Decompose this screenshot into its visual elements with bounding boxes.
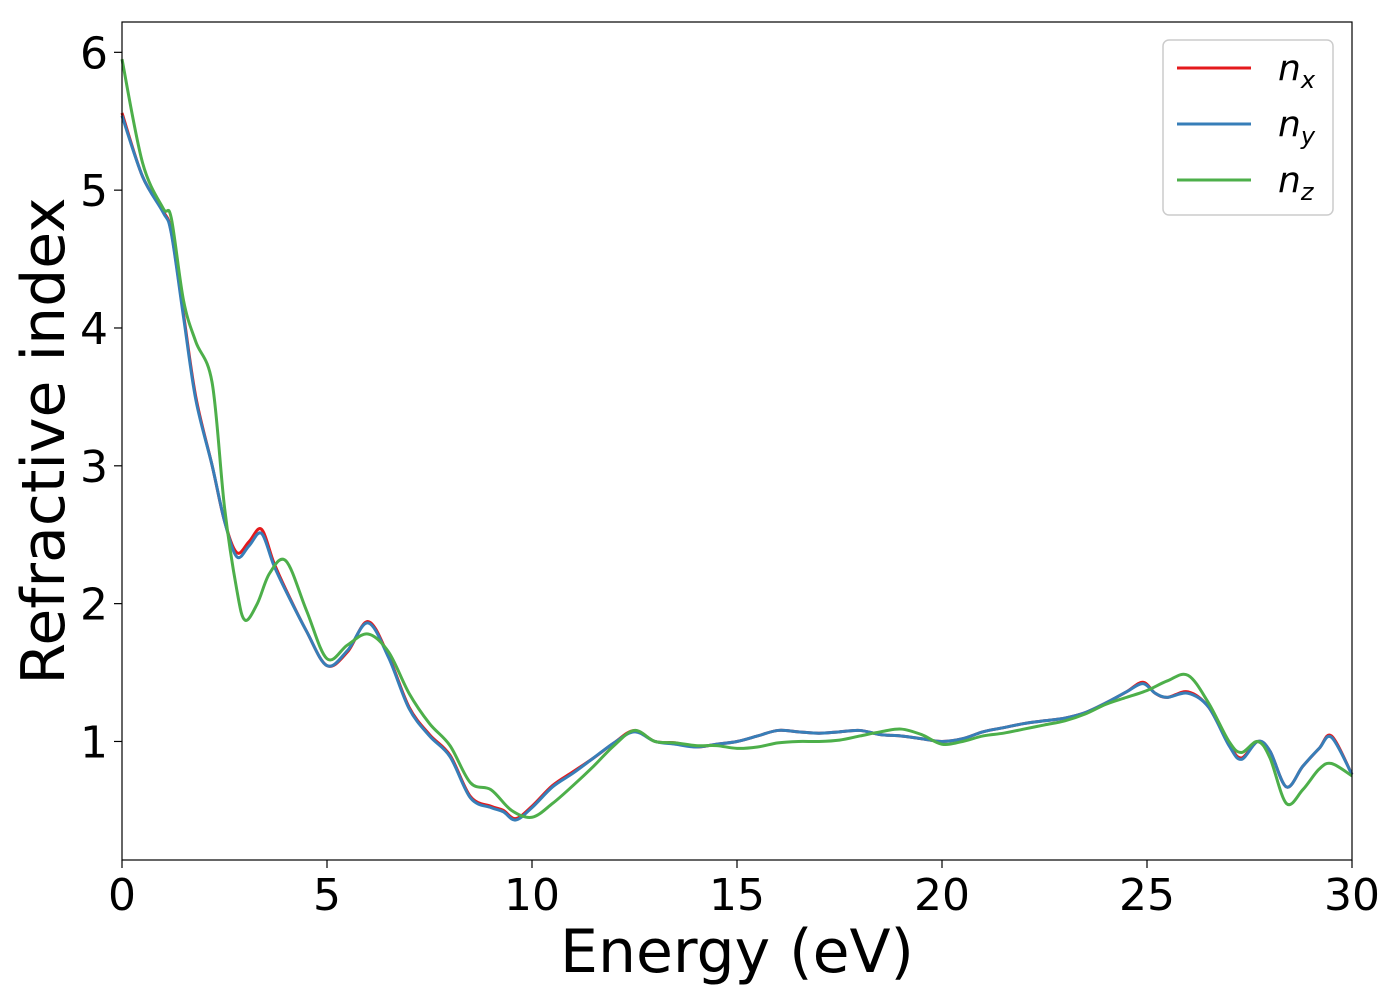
series-layer bbox=[120, 58, 1354, 822]
legend-label: ny bbox=[1278, 104, 1316, 150]
y-axis-title: Refractive index bbox=[9, 197, 79, 684]
legend: nx ny nz bbox=[1162, 39, 1334, 216]
y-tick-label: 6 bbox=[80, 28, 108, 79]
x-tick-label: 10 bbox=[504, 870, 560, 921]
y-tick-label: 5 bbox=[80, 166, 108, 217]
y-tick-label: 4 bbox=[80, 304, 108, 355]
y-axis-ticks: 1 2 3 4 5 6 bbox=[80, 28, 122, 768]
y-tick-label: 2 bbox=[80, 580, 108, 631]
legend-label: nx bbox=[1278, 48, 1316, 94]
x-axis-title: Energy (eV) bbox=[560, 917, 914, 987]
x-tick-label: 15 bbox=[709, 870, 765, 921]
y-tick-label: 3 bbox=[80, 442, 108, 493]
x-tick-label: 20 bbox=[914, 870, 970, 921]
x-tick-label: 25 bbox=[1119, 870, 1175, 921]
x-tick-label: 0 bbox=[108, 870, 136, 921]
legend-box bbox=[1162, 39, 1334, 216]
x-tick-label: 5 bbox=[313, 870, 341, 921]
x-axis-ticks: 0 5 10 15 20 25 30 bbox=[108, 860, 1380, 921]
series-line-n-z bbox=[120, 58, 1353, 819]
x-tick-label: 30 bbox=[1324, 870, 1380, 921]
legend-label: nz bbox=[1278, 160, 1315, 206]
y-tick-label: 1 bbox=[80, 717, 108, 768]
